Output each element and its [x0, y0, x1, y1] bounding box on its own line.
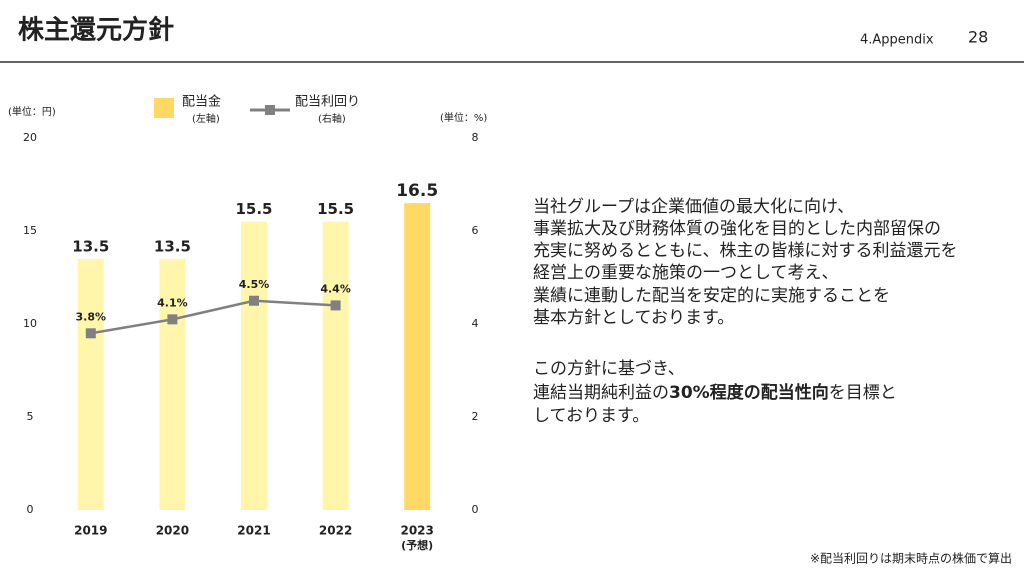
section-label: 4.Appendix [860, 33, 934, 48]
text-run-bold: 30%程度の配当性向 [669, 382, 829, 403]
bar [77, 258, 104, 510]
body-line: しております。 [533, 406, 649, 426]
x-tick-label: 2023 [400, 524, 433, 538]
body-line: 業績に連動した配当を安定的に実施することを [533, 286, 890, 306]
body-line: 経営上の重要な施策の一つとして考え、 [533, 263, 839, 283]
bar [404, 203, 431, 510]
line [90, 299, 336, 335]
legend-label: 配当金 [182, 94, 221, 110]
line-marker [167, 314, 178, 325]
x-tick-label: 2019 [74, 524, 107, 538]
x-tick-note: (予想) [401, 538, 433, 552]
text-run: を目標と [829, 383, 897, 403]
line-value-label: 4.4% [320, 282, 351, 295]
x-tick-label: 2020 [156, 524, 189, 538]
body-line: 事業拡大及び財務体質の強化を目的とした内部留保の [533, 219, 941, 239]
body-line: この方針に基づき、 [533, 359, 685, 379]
x-tick-label: 2022 [319, 524, 352, 538]
slide-title: 株主還元方針 [18, 15, 174, 46]
body-line: 当社グループは企業価値の最大化に向け、 [533, 197, 854, 217]
bar-value-label: 16.5 [396, 181, 438, 201]
page-number: 28 [968, 28, 988, 47]
bar-value-label: 13.5 [154, 237, 191, 255]
bar-value-label: 15.5 [317, 200, 354, 218]
body-line: 基本方針としております。 [533, 308, 734, 328]
line-value-label: 4.1% [157, 296, 188, 309]
bar [159, 258, 186, 510]
footnote: ※配当利回りは期末時点の株価で算出 [810, 551, 1012, 566]
y-tick-label: 15 [23, 224, 37, 237]
y-tick-label: 0 [27, 503, 34, 516]
body-line: 充実に努めるとともに、株主の皆様に対する利益還元を [533, 241, 958, 261]
body-line: 連結当期純利益の30%程度の配当性向を目標と [533, 382, 897, 403]
y2-tick-label: 4 [472, 317, 479, 330]
x-tick-label: 2021 [237, 524, 270, 538]
legend-label: 配当利回り [295, 95, 360, 110]
body-text: 当社グループは企業価値の最大化に向け、 事業拡大及び財務体質の強化を目的とした内… [533, 197, 958, 426]
legend-marker [265, 105, 275, 115]
y2-tick-label: 2 [472, 410, 479, 423]
line-value-label: 4.5% [239, 278, 270, 291]
y2-tick-label: 6 [472, 224, 479, 237]
left-unit: (単位：円) [8, 105, 56, 118]
y2-tick-label: 0 [472, 503, 479, 516]
line-value-label: 3.8% [76, 310, 107, 323]
legend-note: (右軸) [318, 112, 346, 125]
y-tick-label: 5 [27, 410, 34, 423]
bar [322, 221, 349, 510]
right-unit: (単位：%) [440, 111, 487, 124]
bar [241, 221, 267, 510]
y2-tick-label: 8 [472, 131, 479, 144]
text-run: 連結当期純利益の [533, 383, 669, 403]
y-tick-label: 20 [23, 131, 37, 144]
legend-note: (左軸) [192, 112, 220, 125]
line-marker [249, 295, 259, 306]
legend-swatch [154, 98, 174, 118]
bar-value-label: 15.5 [235, 200, 272, 218]
y-tick-label: 10 [23, 317, 37, 330]
line-marker [330, 300, 341, 311]
line-marker [85, 328, 96, 339]
bar-value-label: 13.5 [72, 237, 109, 255]
